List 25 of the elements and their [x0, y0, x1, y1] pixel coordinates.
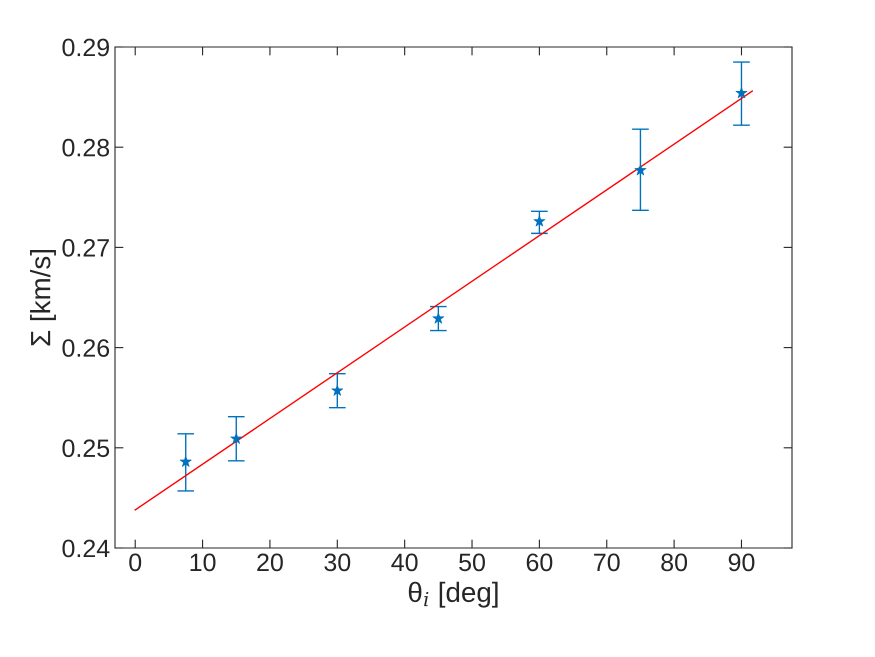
point: [432, 312, 444, 324]
y-tick-label: 0.28: [62, 138, 110, 157]
x-tick-label: 30: [324, 554, 350, 572]
y-tick-label: 0.25: [62, 439, 110, 458]
x-axis-title: θ$_{i}$ [deg]: [408, 582, 498, 608]
x-tick-label: 50: [459, 554, 485, 572]
y-tick-label: 0.27: [62, 239, 109, 257]
y-axis-title: Σ [km/s]: [30, 250, 56, 346]
x-tick-label: 70: [594, 554, 620, 572]
point: [180, 456, 192, 467]
x-tick-label: 40: [391, 554, 418, 572]
x-tick-label: 60: [526, 554, 552, 572]
point: [331, 384, 344, 396]
point: [634, 164, 646, 176]
x-tick-label: 90: [728, 554, 754, 572]
point: [534, 215, 546, 226]
x-tick-label: 10: [190, 554, 216, 572]
x-tick-label: 0: [129, 554, 142, 572]
x-tick-label: 20: [257, 554, 283, 572]
y-tick-label: 0.29: [62, 38, 109, 56]
y-tick-label: 0.26: [62, 339, 110, 357]
point: [736, 86, 748, 98]
x-tick-label: 80: [661, 554, 688, 572]
point: [230, 432, 242, 444]
y-tick-label: 0.24: [62, 540, 110, 558]
